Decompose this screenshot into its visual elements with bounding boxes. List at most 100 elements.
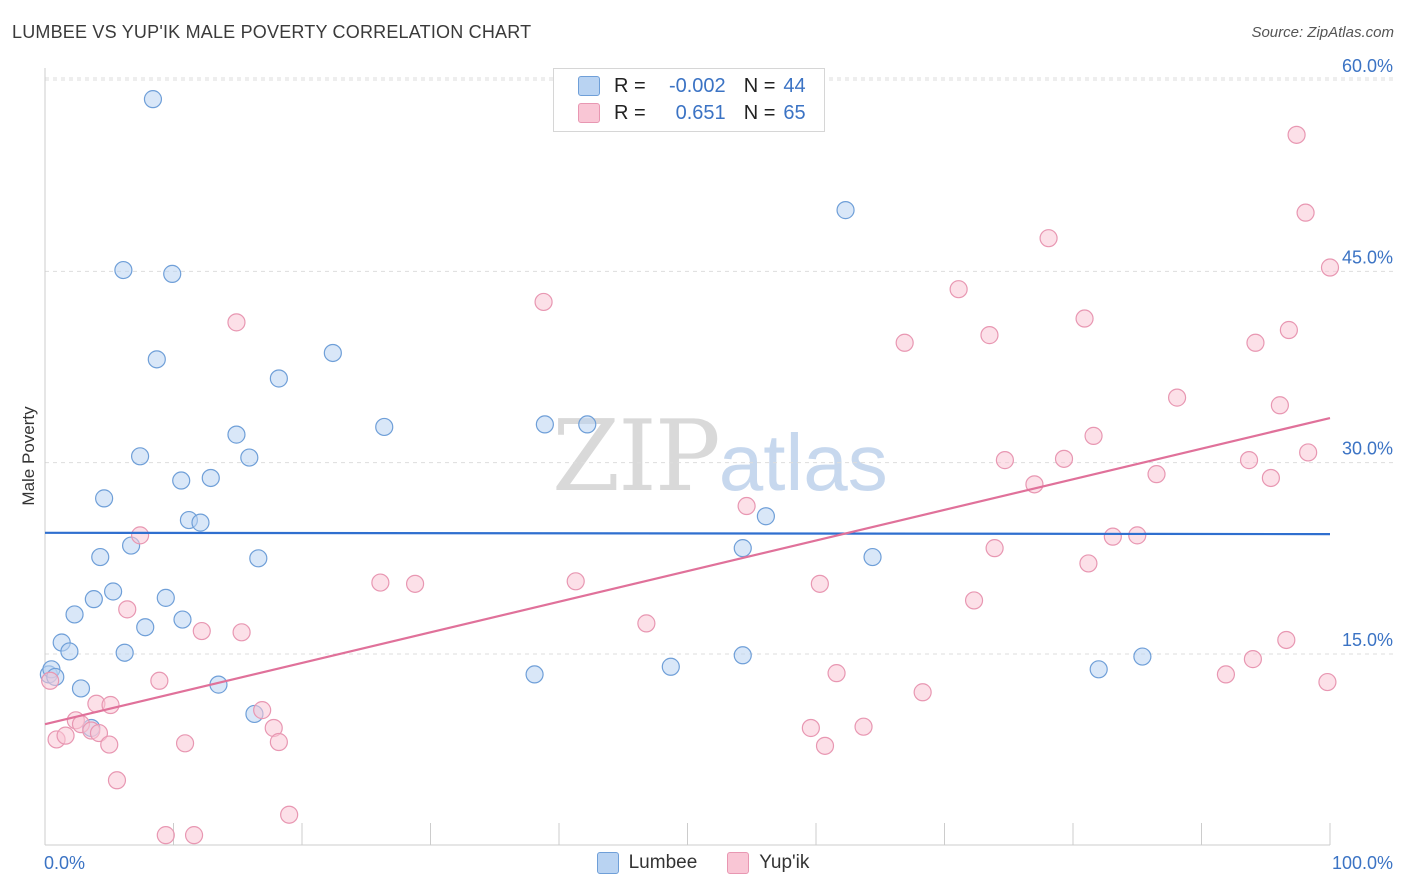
data-point-lumbee [147, 350, 166, 369]
data-point-lumbee [60, 642, 79, 661]
data-point-yupik [1054, 449, 1074, 468]
data-point-yupik [107, 771, 127, 790]
data-point-yupik [371, 573, 390, 592]
data-point-yupik [1239, 451, 1259, 470]
data-point-yupik [156, 826, 175, 845]
watermark-atlas: atlas [718, 418, 888, 507]
data-point-yupik [737, 496, 756, 516]
data-point-yupik [810, 574, 829, 593]
data-point-lumbee [249, 549, 268, 568]
legend-r-value: 0.651 [675, 101, 726, 124]
data-point-lumbee [863, 547, 882, 567]
data-point-lumbee [71, 679, 91, 698]
data-point-yupik [949, 280, 968, 299]
data-point-yupik [895, 333, 914, 352]
data-point-lumbee [84, 590, 103, 609]
data-point-yupik [854, 717, 873, 736]
data-point-yupik [1299, 443, 1318, 462]
series-legend: Lumbee Yup'ik [0, 852, 1406, 874]
legend-swatch-yupik [727, 852, 750, 874]
legend-item-yupik[interactable]: Yup'ik [727, 852, 809, 874]
data-point-lumbee [172, 471, 191, 490]
data-point-yupik [964, 591, 984, 610]
data-point-lumbee [375, 417, 394, 437]
data-point-lumbee [156, 588, 175, 607]
data-point-yupik [227, 313, 246, 332]
data-point-yupik [405, 574, 425, 593]
legend-row-yupik: R = 0.651 N = 65 [578, 102, 806, 124]
trend-line-lumbee [44, 531, 1331, 536]
legend-swatch-lumbee [596, 852, 619, 874]
data-point-yupik [1277, 630, 1296, 650]
legend-swatch-lumbee [578, 76, 600, 96]
chart-title: LUMBEE VS YUP'IK MALE POVERTY CORRELATIO… [12, 22, 532, 42]
data-point-yupik [827, 664, 846, 683]
data-point-yupik [566, 572, 585, 591]
data-point-lumbee [525, 665, 544, 684]
data-point-lumbee [130, 447, 150, 466]
data-point-lumbee [578, 415, 597, 434]
data-point-yupik [1084, 426, 1103, 445]
legend-label-lumbee: Lumbee [628, 852, 698, 873]
data-point-yupik [253, 701, 272, 720]
data-point-yupik [118, 600, 137, 619]
data-point-yupik [1079, 554, 1098, 573]
legend-n-label: N = [743, 101, 776, 124]
legend-label-yupik: Yup'ik [759, 852, 810, 873]
data-point-yupik [192, 621, 211, 641]
data-point-lumbee [227, 425, 246, 444]
data-point-yupik [913, 683, 932, 702]
x-tick-label: 100.0% [1332, 853, 1393, 873]
data-point-yupik [801, 718, 820, 738]
data-point-yupik [150, 671, 169, 690]
data-point-yupik [1039, 229, 1058, 248]
data-point-yupik [1147, 465, 1166, 484]
y-tick-label: 45.0% [1342, 247, 1393, 267]
legend-n-label: N = [743, 74, 776, 97]
data-point-yupik [1261, 468, 1280, 488]
legend-swatch-yupik [578, 103, 600, 123]
data-point-lumbee [661, 657, 680, 676]
data-point-yupik [1320, 258, 1340, 277]
data-point-lumbee [201, 468, 220, 488]
data-point-lumbee [733, 539, 752, 558]
data-point-yupik [1246, 333, 1265, 352]
legend-row-lumbee: R = -0.002 N = 44 [578, 75, 806, 97]
data-point-yupik [1287, 125, 1306, 144]
data-point-lumbee [95, 489, 114, 508]
data-point-yupik [1296, 203, 1315, 222]
data-point-lumbee [136, 618, 155, 637]
data-point-yupik [985, 539, 1004, 558]
data-point-yupik [1167, 388, 1187, 407]
data-point-lumbee [269, 369, 288, 388]
data-point-lumbee [836, 201, 855, 220]
data-point-yupik [269, 732, 288, 752]
data-point-lumbee [535, 415, 554, 434]
data-point-yupik [130, 526, 150, 545]
legend-item-lumbee[interactable]: Lumbee [596, 852, 698, 874]
data-point-yupik [1243, 650, 1263, 669]
data-point-lumbee [756, 507, 775, 526]
data-point-yupik [1279, 320, 1298, 340]
data-point-yupik [1103, 527, 1122, 546]
data-point-lumbee [323, 343, 342, 363]
data-point-yupik [41, 671, 60, 690]
data-point-yupik [1216, 665, 1236, 684]
data-point-lumbee [115, 643, 134, 662]
data-point-lumbee [733, 646, 752, 665]
data-point-yupik [1318, 672, 1337, 692]
data-point-yupik [184, 826, 204, 845]
chart-source: Source: ZipAtlas.com [1251, 24, 1394, 41]
data-point-yupik [232, 623, 251, 642]
data-point-yupik [175, 734, 195, 753]
data-point-lumbee [104, 582, 123, 601]
data-point-lumbee [173, 610, 192, 629]
watermark: ZIPatlas [552, 400, 888, 514]
data-point-lumbee [1089, 660, 1108, 679]
y-tick-label: 60.0% [1342, 56, 1393, 76]
data-point-yupik [1128, 526, 1147, 545]
y-tick-label: 30.0% [1342, 439, 1393, 459]
y-axis-label: Male Poverty [19, 406, 38, 506]
data-point-lumbee [143, 90, 163, 109]
data-point-lumbee [1133, 647, 1152, 666]
